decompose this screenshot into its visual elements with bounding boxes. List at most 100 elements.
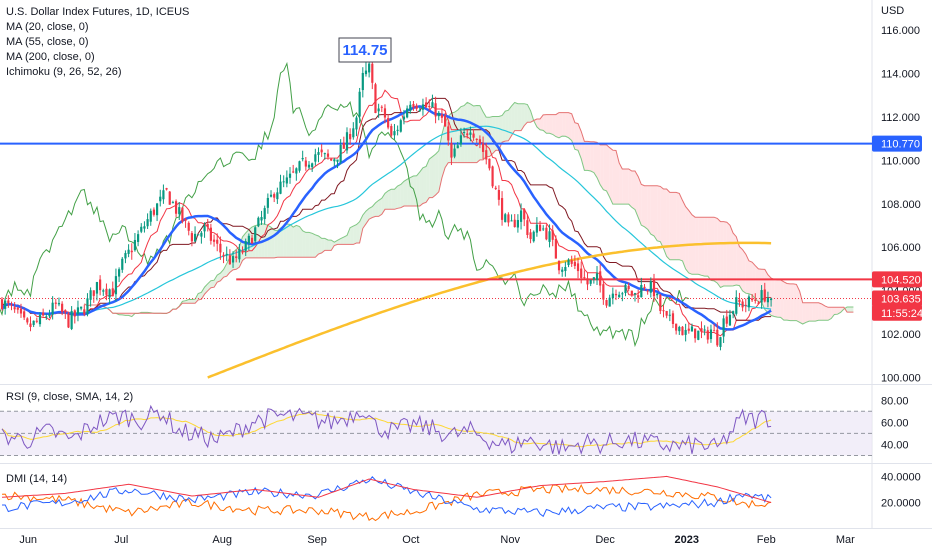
price-label-text: 103.635 bbox=[881, 294, 921, 306]
kumo-segment bbox=[353, 224, 357, 245]
dmi-legend-text[interactable]: DMI (14, 14) bbox=[6, 473, 67, 485]
candle-body bbox=[488, 158, 491, 169]
candle-body bbox=[219, 243, 222, 253]
kumo-segment bbox=[559, 112, 563, 138]
kumo-segment bbox=[397, 184, 401, 209]
candle-body bbox=[70, 310, 73, 329]
rsi-tick-label: 40.00 bbox=[881, 439, 909, 451]
kumo-segment bbox=[233, 249, 237, 270]
candle-body bbox=[368, 63, 371, 73]
kumo-segment bbox=[729, 225, 734, 286]
candle-body bbox=[602, 284, 605, 300]
kumo-segment bbox=[710, 217, 715, 281]
candle-body bbox=[409, 104, 412, 111]
candle-body bbox=[450, 142, 453, 158]
candle-body bbox=[149, 210, 152, 222]
candle-body bbox=[48, 314, 51, 317]
kumo-segment bbox=[669, 192, 673, 260]
kumo-segment bbox=[210, 280, 215, 288]
dmi-axis[interactable]: 40.0000 20.0000 bbox=[881, 471, 921, 509]
kumo-segment bbox=[381, 193, 385, 215]
candle-body bbox=[23, 311, 26, 318]
candle-body bbox=[54, 302, 57, 304]
price-axis[interactable]: 116.000 114.000 112.000 110.000 108.000 106.0… bbox=[881, 25, 921, 384]
candle-body bbox=[545, 227, 548, 240]
legend-ma20[interactable]: MA (20, close, 0) bbox=[6, 21, 89, 33]
candle-body bbox=[35, 320, 38, 322]
candle-body bbox=[29, 323, 32, 328]
candle-body bbox=[231, 256, 235, 263]
legend-ichimoku[interactable]: Ichimoku (9, 26, 52, 26) bbox=[6, 66, 122, 78]
kumo-segment bbox=[350, 226, 354, 245]
candle-body bbox=[181, 207, 184, 222]
candle-body bbox=[633, 293, 637, 295]
candle-body bbox=[741, 301, 744, 308]
candle-body bbox=[561, 269, 564, 272]
kumo-segment bbox=[188, 299, 192, 304]
candle-body bbox=[298, 161, 301, 171]
rsi-axis[interactable]: 80.00 60.00 40.00 bbox=[881, 395, 909, 451]
kumo-segment bbox=[717, 218, 721, 288]
candle-body bbox=[690, 326, 694, 332]
rsi-legend-text[interactable]: RSI (9, close, SMA, 14, 2) bbox=[6, 391, 133, 403]
candle-body bbox=[108, 289, 111, 298]
kumo-segment bbox=[650, 185, 654, 236]
kumo-segment bbox=[505, 110, 509, 142]
legend-ma200[interactable]: MA (200, close, 0) bbox=[6, 51, 95, 63]
kumo-segment bbox=[502, 111, 506, 143]
date-tick-label: Oct bbox=[402, 534, 419, 546]
kumo-segment bbox=[514, 102, 518, 131]
candle-body bbox=[516, 220, 519, 228]
candle-body bbox=[754, 299, 757, 301]
kumo-segment bbox=[429, 156, 433, 198]
candle-body bbox=[406, 108, 409, 118]
candle-body bbox=[393, 131, 396, 136]
candle-body bbox=[719, 337, 722, 347]
kumo-segment bbox=[777, 279, 781, 318]
symbol-title[interactable]: U.S. Dollar Index Futures, 1D, ICEUS bbox=[6, 6, 189, 18]
kumo-segment bbox=[555, 112, 560, 138]
candle-body bbox=[162, 190, 165, 200]
candle-body bbox=[285, 177, 288, 184]
candle-body bbox=[26, 318, 29, 323]
candle-body bbox=[171, 202, 175, 204]
kumo-segment bbox=[384, 190, 389, 210]
candle-body bbox=[421, 104, 425, 110]
candle-body bbox=[614, 293, 618, 296]
candle-body bbox=[121, 258, 124, 270]
candle-body bbox=[599, 271, 602, 286]
candle-body bbox=[589, 279, 592, 284]
candle-body bbox=[187, 222, 190, 231]
kumo-segment bbox=[644, 185, 648, 230]
kumo-segment bbox=[290, 224, 294, 258]
candle-body bbox=[276, 192, 279, 200]
date-axis[interactable]: Jun Jul Aug Sep Oct Nov Dec 2023 Feb Mar bbox=[19, 534, 855, 546]
candle-body bbox=[342, 142, 345, 149]
candle-body bbox=[260, 217, 263, 221]
candle-body bbox=[529, 232, 532, 240]
candle-body bbox=[402, 116, 406, 120]
kumo-segment bbox=[267, 225, 272, 258]
kumo-segment bbox=[315, 234, 319, 258]
candle-body bbox=[279, 181, 282, 194]
legend-ma55[interactable]: MA (55, close, 0) bbox=[6, 36, 89, 48]
candle-body bbox=[266, 197, 269, 208]
rsi-legend: RSI (9, close, SMA, 14, 2) bbox=[6, 391, 133, 403]
candle-body bbox=[282, 181, 285, 183]
kumo-segment bbox=[394, 186, 398, 210]
ichimoku-span-a bbox=[84, 101, 854, 325]
candle-body bbox=[247, 235, 250, 244]
kumo-segment bbox=[657, 185, 661, 242]
candle-body bbox=[244, 241, 247, 251]
kumo-segment bbox=[214, 275, 218, 288]
kumo-segment bbox=[324, 238, 328, 251]
kumo-segment bbox=[783, 281, 787, 321]
candle-body bbox=[178, 207, 181, 215]
candle-body bbox=[760, 290, 763, 303]
kumo-segment bbox=[780, 279, 784, 321]
candle-body bbox=[377, 108, 380, 112]
kumo-segment bbox=[422, 166, 427, 204]
candle-body bbox=[225, 253, 228, 256]
candle-body bbox=[118, 269, 121, 277]
candle-body bbox=[288, 173, 292, 178]
